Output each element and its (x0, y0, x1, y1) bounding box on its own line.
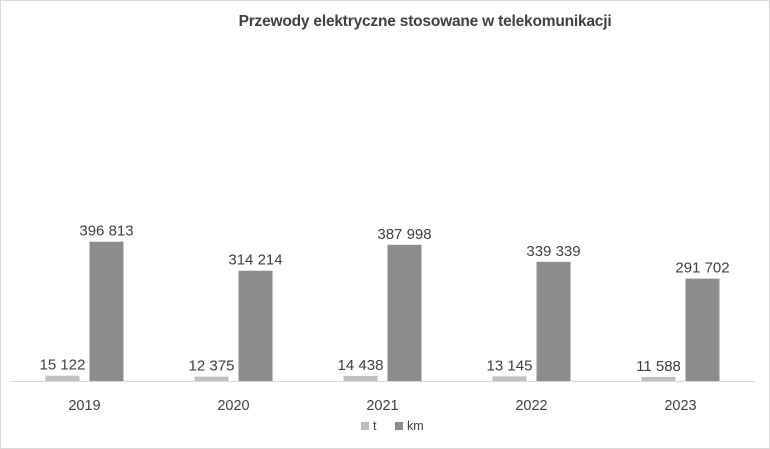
bar-km-2020 (238, 270, 273, 381)
bar-t-2019 (45, 375, 80, 381)
bar-km-2022 (536, 261, 571, 381)
chart-title: Przewody elektryczne stosowane w telekom… (238, 13, 612, 30)
x-tick-label-2020: 2020 (217, 398, 249, 414)
x-tick-label-2022: 2022 (515, 398, 547, 414)
bar-t-2022 (492, 376, 527, 381)
data-label-t-2022: 13 145 (487, 357, 533, 374)
legend-label-t: t (373, 419, 377, 433)
x-tick-label-2021: 2021 (366, 398, 398, 414)
bar-t-2020 (194, 376, 229, 381)
bar-t-2023 (641, 376, 676, 381)
data-label-km-2022: 339 339 (526, 243, 580, 260)
x-tick-label-2019: 2019 (68, 398, 100, 414)
data-label-km-2023: 291 702 (675, 260, 729, 277)
data-label-km-2020: 314 214 (228, 252, 282, 269)
legend-swatch-km (395, 422, 403, 430)
legend-label-km: km (407, 419, 424, 433)
data-label-km-2019: 396 813 (79, 223, 133, 240)
data-label-km-2021: 387 998 (377, 226, 431, 243)
data-label-t-2019: 15 122 (40, 357, 86, 374)
data-label-t-2023: 11 588 (636, 358, 681, 375)
bar-km-2021 (387, 244, 422, 381)
data-label-t-2020: 12 375 (189, 358, 235, 375)
bar-t-2021 (343, 375, 378, 381)
bar-km-2019 (89, 241, 124, 381)
legend-swatch-t (361, 422, 369, 430)
bar-km-2023 (685, 278, 720, 381)
data-label-t-2021: 14 438 (338, 357, 384, 374)
x-tick-label-2023: 2023 (664, 398, 696, 414)
